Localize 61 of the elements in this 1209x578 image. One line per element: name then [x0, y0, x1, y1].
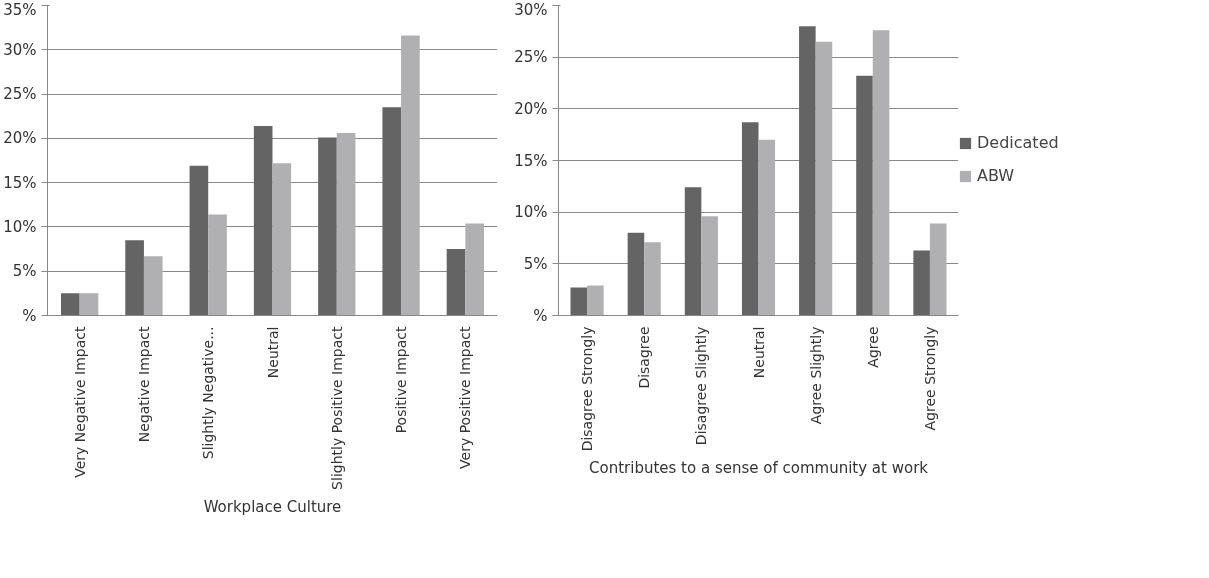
- bar: [143, 256, 163, 316]
- bar: [465, 223, 484, 316]
- x-axis-title: Contributes to a sense of community at work: [589, 459, 929, 478]
- bar: [758, 139, 776, 316]
- bar: [856, 75, 873, 316]
- x-tick-label: Very Positive Impact: [457, 325, 474, 469]
- y-tick-label: %: [22, 306, 37, 325]
- bar: [587, 285, 604, 316]
- bar: [446, 249, 466, 316]
- y-tick-label: 30%: [514, 0, 548, 19]
- y-tick-label: 15%: [514, 151, 548, 170]
- bar: [701, 216, 718, 316]
- x-tick-label: Agree Slightly: [807, 326, 824, 425]
- y-tick-label: 25%: [3, 85, 37, 104]
- y-tick-label: 20%: [514, 99, 548, 118]
- y-tick-label: 15%: [3, 173, 37, 192]
- bar: [79, 293, 99, 316]
- bar: [627, 232, 645, 316]
- x-axis-title: Workplace Culture: [203, 497, 342, 516]
- legend-label: Dedicated: [977, 133, 1059, 152]
- bar: [929, 223, 947, 316]
- bar: [741, 122, 759, 316]
- legend-label: ABW: [977, 166, 1015, 185]
- y-tick-label: 30%: [3, 40, 37, 59]
- bar: [382, 107, 402, 316]
- bar: [401, 35, 420, 316]
- bar: [570, 287, 588, 316]
- bar: [189, 165, 209, 316]
- bar: [208, 214, 227, 316]
- y-tick-label: 10%: [3, 217, 37, 236]
- y-tick-label: 10%: [514, 203, 548, 222]
- bar: [125, 240, 144, 316]
- bar: [913, 250, 930, 316]
- x-tick-label: Disagree Strongly: [579, 326, 596, 452]
- x-tick-label: Agree: [864, 326, 881, 368]
- y-tick-label: 20%: [3, 129, 37, 148]
- bar: [815, 41, 833, 316]
- x-tick-label: Very Negative Impact: [71, 325, 88, 478]
- bar: [272, 163, 292, 316]
- bar: [799, 26, 816, 316]
- bar: [253, 125, 273, 316]
- y-tick-label: 35%: [3, 0, 37, 19]
- y-tick-label: 5%: [523, 254, 548, 273]
- y-tick-label: 5%: [12, 262, 37, 281]
- y-tick-label: %: [533, 306, 548, 325]
- x-tick-label: Slightly Negative...: [200, 326, 217, 460]
- y-tick-label: 25%: [514, 48, 548, 67]
- x-tick-label: Disagree Slightly: [693, 326, 710, 446]
- bar: [684, 187, 702, 316]
- x-tick-label: Positive Impact: [393, 325, 410, 434]
- bar: [336, 133, 356, 316]
- x-tick-label: Neutral: [264, 326, 281, 379]
- bar: [318, 137, 337, 316]
- x-tick-label: Disagree: [636, 326, 653, 389]
- x-tick-label: Negative Impact: [135, 325, 152, 443]
- bar: [644, 242, 661, 316]
- bar: [61, 293, 80, 316]
- x-tick-label: Slightly Positive Impact: [328, 325, 345, 490]
- x-tick-label: Neutral: [750, 326, 767, 379]
- bar: [872, 30, 890, 316]
- x-tick-label: Agree Strongly: [921, 326, 938, 431]
